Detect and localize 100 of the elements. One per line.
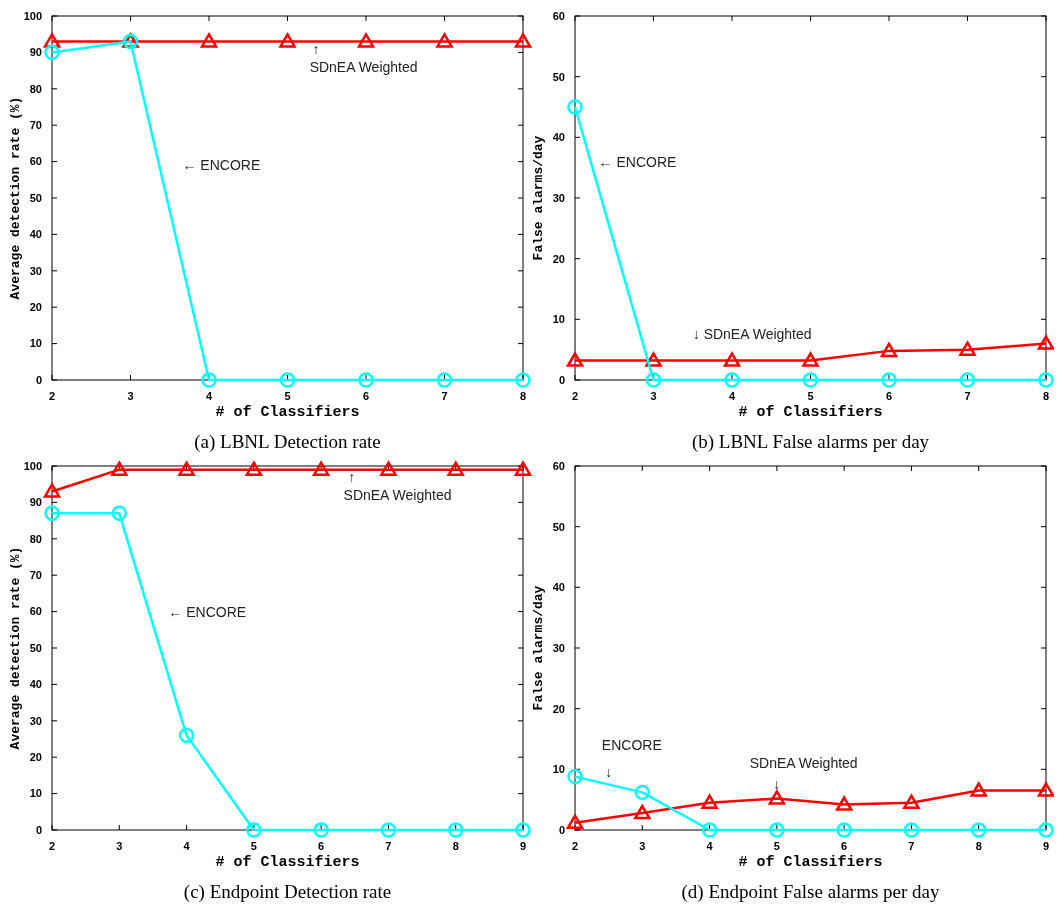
point: [111, 505, 128, 522]
annotation: ↑: [348, 468, 356, 485]
point: [279, 33, 296, 48]
text: (c) Endpoint Detection rate: [183, 881, 392, 903]
point: [313, 822, 329, 838]
point: [200, 33, 218, 48]
point: [436, 33, 453, 48]
x-tick-label: 2: [571, 390, 579, 402]
y-tick-label: 10: [552, 763, 565, 776]
text: (d) Endpoint False alarms per day: [681, 881, 940, 903]
x-tick-label: 3: [116, 840, 123, 852]
x-tick-label: 8: [519, 390, 527, 402]
x-tick-label: 5: [250, 840, 257, 852]
point: [1037, 335, 1054, 350]
x-tick-label: 4: [728, 390, 736, 402]
x-tick-label: 3: [650, 390, 657, 402]
annotation: SDnEA Weighted: [309, 58, 418, 75]
point: [1038, 372, 1054, 388]
annotation: ← ENCORE: [168, 603, 247, 620]
y-tick-label: 100: [23, 459, 42, 472]
point: [881, 372, 897, 388]
y-tick-label: 40: [552, 131, 565, 144]
x-tick-label: 5: [284, 390, 291, 402]
y-tick-label: 20: [29, 301, 42, 314]
y-tick-label: 30: [552, 641, 565, 654]
point: [380, 461, 397, 476]
point: [802, 372, 819, 388]
y-tick-label: 60: [552, 459, 565, 472]
y-tick-label: 90: [29, 496, 42, 509]
y-tick-label: 20: [29, 751, 42, 764]
x-tick-label: 5: [773, 840, 780, 852]
point: [358, 372, 374, 388]
annotation: SDnEA Weighted: [343, 487, 452, 504]
x-tick-label: 2: [571, 840, 579, 852]
point: [447, 461, 464, 476]
y-tick-label: 50: [29, 641, 42, 654]
y-tick-label: 40: [29, 228, 42, 241]
y-tick-label: 70: [29, 569, 42, 582]
y-tick-label: 30: [552, 191, 565, 204]
annotation: ← ENCORE: [182, 157, 261, 174]
x-tick-label: 7: [441, 390, 448, 402]
point: [178, 461, 195, 476]
point: [380, 822, 397, 838]
x-tick-label: 2: [48, 840, 56, 852]
point: [111, 461, 128, 476]
y-tick-label: 60: [552, 9, 565, 22]
point: [514, 461, 532, 476]
text: (b) LBNL False alarms per day: [691, 431, 930, 453]
annotation: SDnEA Weighted: [749, 755, 858, 772]
point: [645, 372, 662, 388]
y-tick-label: 30: [29, 264, 42, 277]
point: [959, 341, 976, 356]
y-tick-label: 0: [35, 823, 42, 836]
point: [566, 352, 584, 367]
x-tick-label: 2: [48, 390, 56, 402]
point: [880, 342, 898, 358]
point: [959, 372, 976, 388]
x-tick-label: 8: [975, 840, 982, 852]
annotation: ← ENCORE: [598, 153, 677, 170]
point: [279, 372, 296, 388]
point: [312, 461, 330, 476]
x-tick-label: 4: [205, 390, 213, 402]
y-axis-title: Average detection rate (%): [8, 96, 24, 300]
x-tick-label: 9: [1042, 840, 1050, 852]
y-tick-label: 80: [29, 532, 42, 545]
point: [802, 352, 819, 367]
x-tick-label: 6: [318, 840, 325, 852]
x-tick-label: 6: [362, 390, 370, 402]
x-tick-label: 8: [452, 840, 459, 852]
annotation: ↓: [773, 776, 781, 793]
x-tick-label: 7: [385, 840, 392, 852]
y-axis-title: False alarms/day: [531, 135, 547, 261]
x-tick-label: 3: [639, 840, 646, 852]
y-tick-label: 10: [552, 313, 565, 326]
y-axis-title: Average detection rate (%): [8, 546, 24, 750]
point: [178, 727, 195, 744]
y-tick-label: 80: [29, 82, 42, 95]
annotation: ENCORE: [601, 737, 662, 754]
point: [43, 483, 61, 498]
x-axis-title: # of Classifiers: [738, 854, 883, 871]
x-tick-label: 7: [908, 840, 915, 852]
x-tick-label: 6: [841, 840, 848, 852]
y-tick-label: 20: [552, 702, 565, 715]
point: [447, 822, 464, 838]
y-tick-label: 50: [29, 191, 42, 204]
point: [514, 33, 532, 48]
y-tick-label: 70: [29, 119, 42, 132]
y-tick-label: 20: [552, 252, 565, 265]
y-tick-label: 60: [29, 605, 42, 618]
x-tick-label: 4: [183, 840, 191, 852]
point: [723, 352, 741, 367]
y-tick-label: 0: [558, 823, 565, 836]
x-axis-title: # of Classifiers: [738, 404, 883, 421]
annotation: ↓ SDnEA Weighted: [692, 326, 812, 343]
point: [567, 99, 583, 115]
point: [436, 372, 453, 388]
y-tick-label: 40: [552, 581, 565, 594]
point: [245, 461, 263, 476]
point: [44, 44, 60, 61]
point: [357, 33, 375, 48]
